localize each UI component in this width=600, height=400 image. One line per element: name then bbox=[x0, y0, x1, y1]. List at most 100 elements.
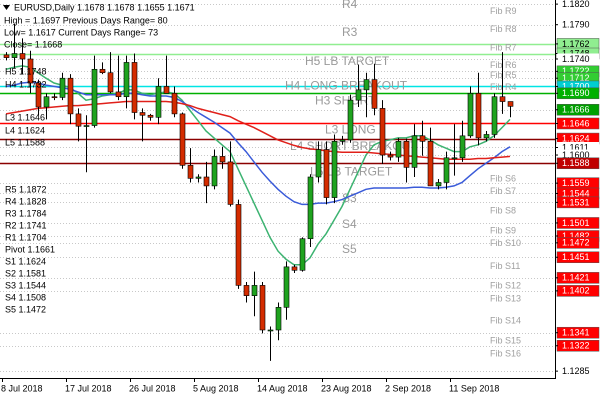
zone-label: H4 LONG BREAKOUT bbox=[285, 79, 408, 93]
fib-label: Fib S8 bbox=[490, 206, 516, 216]
candle-body bbox=[195, 176, 202, 179]
chart-title: EURUSD,Daily 1.1678 1.1678 1.1655 1.1671 bbox=[14, 2, 195, 12]
zone-label: H5 LB TARGET bbox=[305, 54, 390, 68]
fib-label: Fib R7 bbox=[490, 42, 517, 52]
y-tick-label: 1.1722 bbox=[562, 66, 590, 76]
fib-label: Fib R6 bbox=[490, 60, 517, 70]
candle-body bbox=[67, 77, 74, 115]
candle-body bbox=[355, 89, 362, 101]
y-tick-label: 1.1700 bbox=[562, 81, 590, 91]
candle-body bbox=[483, 134, 490, 139]
y-tick-label: 1.1762 bbox=[562, 39, 590, 49]
pivot-label: R5 1.1872 bbox=[5, 184, 47, 194]
zone-label: R3 bbox=[342, 25, 358, 39]
candle-body bbox=[395, 141, 402, 158]
candle-body bbox=[187, 165, 194, 179]
candle-body bbox=[379, 108, 386, 156]
fib-label: Fib S16 bbox=[490, 348, 521, 358]
candle-body bbox=[211, 156, 218, 187]
zone-label: R4 bbox=[342, 0, 358, 11]
candle-body bbox=[371, 79, 378, 109]
x-tick-label: 11 Sep 2018 bbox=[449, 383, 499, 393]
price-label-box bbox=[557, 53, 599, 65]
candle-body bbox=[139, 112, 146, 116]
candle-body bbox=[347, 99, 354, 141]
candle-body bbox=[403, 141, 410, 168]
pivot-label: R4 1.1828 bbox=[5, 196, 47, 206]
zone-label: L4 SHORT BREAKOUT bbox=[290, 139, 418, 153]
y-tick-label: 1.1451 bbox=[562, 252, 590, 262]
x-tick-label: 17 Jul 2018 bbox=[65, 383, 112, 393]
price-label-box bbox=[557, 141, 599, 153]
x-tick-label: 23 Aug 2018 bbox=[321, 383, 372, 393]
fib-label: Fib S7 bbox=[490, 186, 516, 196]
pivot-label: R1 1.1704 bbox=[5, 232, 47, 242]
y-tick-label: 1.1712 bbox=[562, 73, 590, 83]
pivot-label: S1 1.1624 bbox=[5, 256, 46, 266]
pivot-label: R3 1.1784 bbox=[5, 208, 47, 218]
candle-body bbox=[307, 176, 314, 240]
y-tick-label: 1.1790 bbox=[562, 20, 590, 30]
fib-label: Fib R8 bbox=[490, 24, 517, 34]
info-line: Close= 1.1668 bbox=[4, 39, 62, 49]
candle-body bbox=[219, 156, 226, 163]
candle-body bbox=[419, 135, 426, 142]
camarilla-label: L5 1.1588 bbox=[5, 137, 45, 147]
info-line: High = 1.1697 Previous Days Range= 80 bbox=[4, 15, 168, 25]
camarilla-label: L4 1.1624 bbox=[5, 125, 45, 135]
candle-body bbox=[259, 285, 266, 331]
y-tick-label: 1.1472 bbox=[562, 238, 590, 248]
candle-body bbox=[387, 154, 394, 158]
y-tick-label: 1.1740 bbox=[562, 54, 590, 64]
y-tick-label: 1.1690 bbox=[562, 88, 590, 98]
y-tick-label: 1.1322 bbox=[562, 341, 590, 351]
y-tick-label: 1.1501 bbox=[562, 218, 590, 228]
fib-label: Fib R9 bbox=[490, 6, 517, 16]
zone-label: S5 bbox=[342, 242, 357, 256]
candle-body bbox=[283, 266, 290, 308]
candle-body bbox=[75, 113, 82, 127]
candle-body bbox=[451, 157, 458, 160]
y-tick-label: 1.1531 bbox=[562, 197, 590, 207]
candle-body bbox=[123, 62, 130, 98]
candle-body bbox=[83, 125, 90, 127]
candle-body bbox=[499, 96, 506, 102]
price-label-box bbox=[557, 19, 599, 31]
candle-body bbox=[243, 285, 250, 296]
candle-body bbox=[267, 329, 274, 332]
pivot-label: S2 1.1581 bbox=[5, 268, 46, 278]
candle-body bbox=[115, 91, 122, 98]
fib-label: Fib S10 bbox=[490, 238, 521, 248]
x-tick-label: 26 Jul 2018 bbox=[129, 383, 176, 393]
price-label-box bbox=[557, 0, 599, 10]
fib-label: Fib R5 bbox=[490, 70, 517, 80]
y-tick-label: 1.1544 bbox=[562, 188, 590, 198]
candle-body bbox=[147, 114, 154, 118]
candle-body bbox=[59, 77, 66, 98]
info-line: Low= 1.1617 Current Days Range= 73 bbox=[4, 27, 158, 37]
y-tick-label: 1.1559 bbox=[562, 178, 590, 188]
candle-body bbox=[363, 79, 370, 91]
candle-body bbox=[251, 285, 258, 296]
candle-body bbox=[163, 86, 170, 94]
pivot-label: R2 1.1741 bbox=[5, 220, 47, 230]
y-tick-label: 1.1285 bbox=[562, 366, 590, 376]
fib-label: Fib S13 bbox=[490, 293, 521, 303]
candle-body bbox=[203, 176, 210, 187]
y-tick-label: 1.1666 bbox=[562, 105, 590, 115]
x-tick-label: 2 Sep 2018 bbox=[385, 383, 431, 393]
y-tick-label: 1.1588 bbox=[562, 158, 590, 168]
candle-body bbox=[427, 141, 434, 187]
candle-body bbox=[171, 92, 178, 115]
candle-body bbox=[35, 82, 42, 108]
candle-body bbox=[155, 86, 162, 118]
price-label-box bbox=[557, 365, 599, 377]
x-tick-label: 8 Jul 2018 bbox=[1, 383, 43, 393]
candle-body bbox=[107, 72, 114, 93]
zone-label: S4 bbox=[342, 217, 357, 231]
candle-body bbox=[131, 62, 138, 113]
candle-body bbox=[331, 141, 338, 198]
x-tick-label: 14 Aug 2018 bbox=[257, 383, 308, 393]
moving-average bbox=[5, 81, 511, 206]
